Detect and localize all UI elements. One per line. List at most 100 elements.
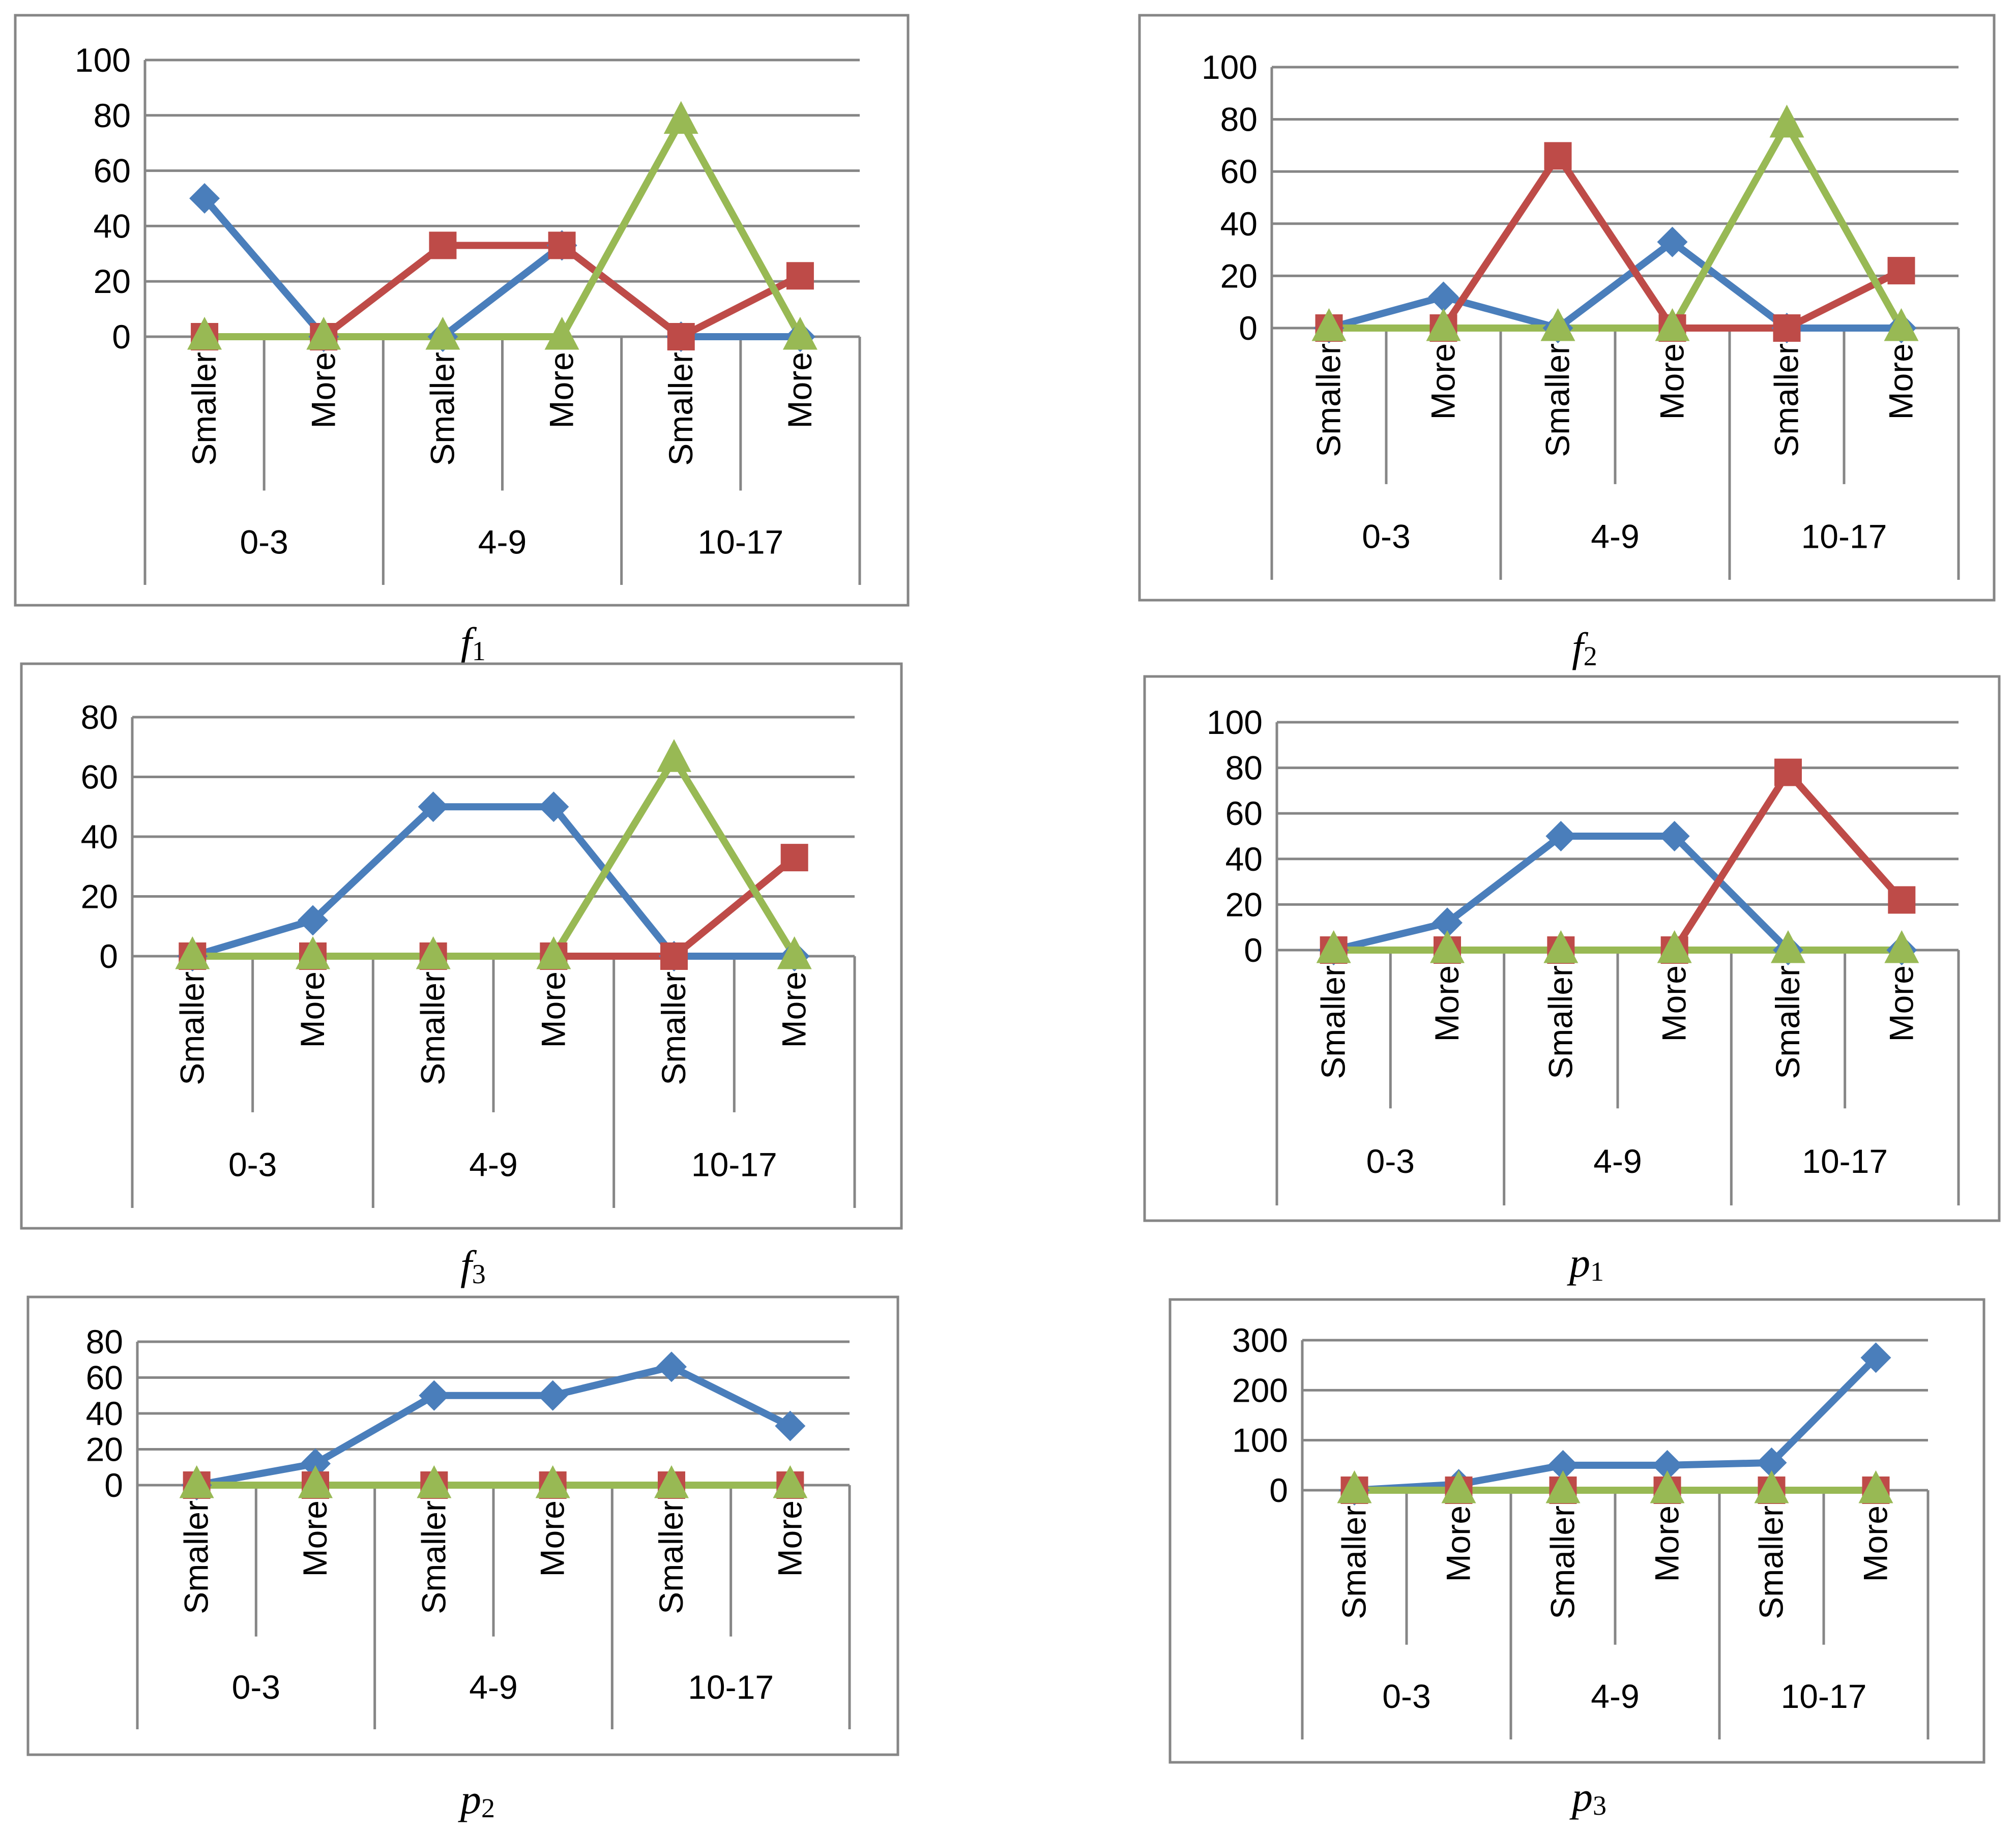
series-1-point-3 <box>418 791 449 822</box>
series-2-point-6 <box>786 262 814 290</box>
y-tick-label: 40 <box>1225 840 1263 878</box>
category-label-4: More <box>534 971 572 1048</box>
series-1-point-5 <box>656 1351 687 1382</box>
chart-frame <box>1138 14 1996 602</box>
y-tick-label: 40 <box>86 1395 123 1432</box>
series-1-point-4 <box>1652 1450 1683 1481</box>
series-3-point-1 <box>1337 1470 1372 1503</box>
category-label-5: Smaller <box>1768 343 1805 457</box>
series-3-point-2 <box>1441 1470 1476 1503</box>
group-label-2: 4-9 <box>469 1145 517 1183</box>
series-3-point-1 <box>1311 308 1347 341</box>
series-3-point-4 <box>1657 930 1692 963</box>
category-label-6: More <box>1857 1505 1894 1582</box>
category-label-1: Smaller <box>185 352 223 466</box>
y-tick-label: 80 <box>94 97 131 134</box>
chart-frame <box>1168 1298 1985 1764</box>
series-3-point-1 <box>175 936 210 969</box>
series-3-point-3 <box>425 316 460 350</box>
category-label-5: Smaller <box>655 971 692 1085</box>
group-label-1: 0-3 <box>1362 517 1410 555</box>
category-label-3: Smaller <box>1544 1505 1582 1619</box>
series-1-point-4 <box>537 1380 568 1411</box>
series-3-point-6 <box>782 316 817 350</box>
series-1-point-3 <box>419 1380 450 1411</box>
group-label-2: 4-9 <box>1593 1142 1642 1180</box>
group-label-3: 10-17 <box>1781 1677 1867 1715</box>
group-label-1: 0-3 <box>1382 1677 1430 1715</box>
series-3-point-3 <box>417 1465 452 1498</box>
category-label-3: Smaller <box>415 1500 452 1614</box>
chart-caption: p1 <box>1567 1239 1604 1287</box>
series-1-point-4 <box>1657 226 1688 257</box>
series-2-point-6 <box>780 844 808 872</box>
series-1-line <box>1354 1355 1879 1494</box>
series-1-point-2 <box>1432 907 1463 938</box>
series-3-point-6 <box>777 936 812 969</box>
series-3-point-6 <box>773 1465 808 1498</box>
series-3-point-5 <box>654 1465 689 1498</box>
series-3-point-2 <box>296 936 330 969</box>
series-1-point-4 <box>538 791 569 822</box>
series-3-point-4 <box>1655 308 1690 341</box>
y-tick-label: 100 <box>1202 48 1258 86</box>
group-label-1: 0-3 <box>232 1668 280 1706</box>
chart-caption: f1 <box>460 619 486 666</box>
category-label-3: Smaller <box>1539 343 1576 457</box>
y-tick-label: 80 <box>1220 101 1258 138</box>
series-3-point-1 <box>179 1465 214 1498</box>
category-label-2: More <box>1424 343 1462 420</box>
chart-caption: f2 <box>1572 624 1597 671</box>
series-3-point-1 <box>1316 930 1351 963</box>
group-label-2: 4-9 <box>1591 517 1639 555</box>
series-3-point-5 <box>657 739 691 772</box>
series-1-point-2 <box>1428 281 1459 312</box>
y-tick-label: 60 <box>1220 153 1258 190</box>
category-label-3: Smaller <box>414 971 452 1085</box>
category-label-5: Smaller <box>652 1500 690 1614</box>
group-label-3: 10-17 <box>1802 1142 1888 1180</box>
series-1-point-3 <box>1547 1450 1579 1481</box>
group-label-1: 0-3 <box>1366 1142 1415 1180</box>
series-1-point-4 <box>1659 821 1690 851</box>
series-3-point-3 <box>1543 930 1579 963</box>
chart-panel-1: 0 20 40 60 80 100 Smaller More Smaller More Smalle… <box>14 14 910 666</box>
category-label-1: Smaller <box>1314 965 1352 1079</box>
group-label-2: 4-9 <box>469 1668 517 1706</box>
category-label-1: Smaller <box>178 1500 215 1614</box>
series-3-point-6 <box>1884 308 1919 341</box>
series-3-point-2 <box>298 1465 333 1498</box>
chart-frame <box>26 1295 899 1756</box>
series-3-point-3 <box>416 936 451 969</box>
chart-caption: p3 <box>1569 1774 1606 1821</box>
category-label-4: More <box>1653 343 1691 420</box>
category-label-4: More <box>1655 965 1693 1042</box>
series-3-point-4 <box>536 936 571 969</box>
category-label-5: Smaller <box>1752 1505 1790 1619</box>
category-label-6: More <box>781 352 819 428</box>
series-2-point-3 <box>1544 142 1572 170</box>
y-tick-label: 300 <box>1232 1321 1288 1359</box>
y-tick-label: 40 <box>94 207 131 245</box>
series-3-line <box>1329 121 1905 332</box>
category-label-3: Smaller <box>1541 965 1579 1079</box>
series-1-line <box>201 196 800 340</box>
y-tick-label: 20 <box>94 262 131 300</box>
chart-panel-4: 0 20 40 60 80 100 Smaller More Smaller More Smalle… <box>1143 675 2001 1287</box>
y-tick-label: 20 <box>81 878 118 916</box>
group-label-2: 4-9 <box>478 523 527 561</box>
series-1-point-3 <box>1545 821 1576 851</box>
category-label-4: More <box>543 352 580 428</box>
group-label-3: 10-17 <box>697 523 783 561</box>
series-1-point-2 <box>298 905 328 936</box>
y-tick-label: 40 <box>1220 205 1258 243</box>
y-tick-label: 60 <box>81 758 118 796</box>
series-3-point-4 <box>535 1465 570 1498</box>
chart-caption: f3 <box>460 1242 486 1289</box>
group-label-3: 10-17 <box>691 1145 777 1183</box>
series-1-point-1 <box>189 183 220 214</box>
y-tick-label: 0 <box>1269 1471 1288 1509</box>
series-1-point-6 <box>775 1410 806 1441</box>
series-1-point-6 <box>1860 1342 1891 1373</box>
